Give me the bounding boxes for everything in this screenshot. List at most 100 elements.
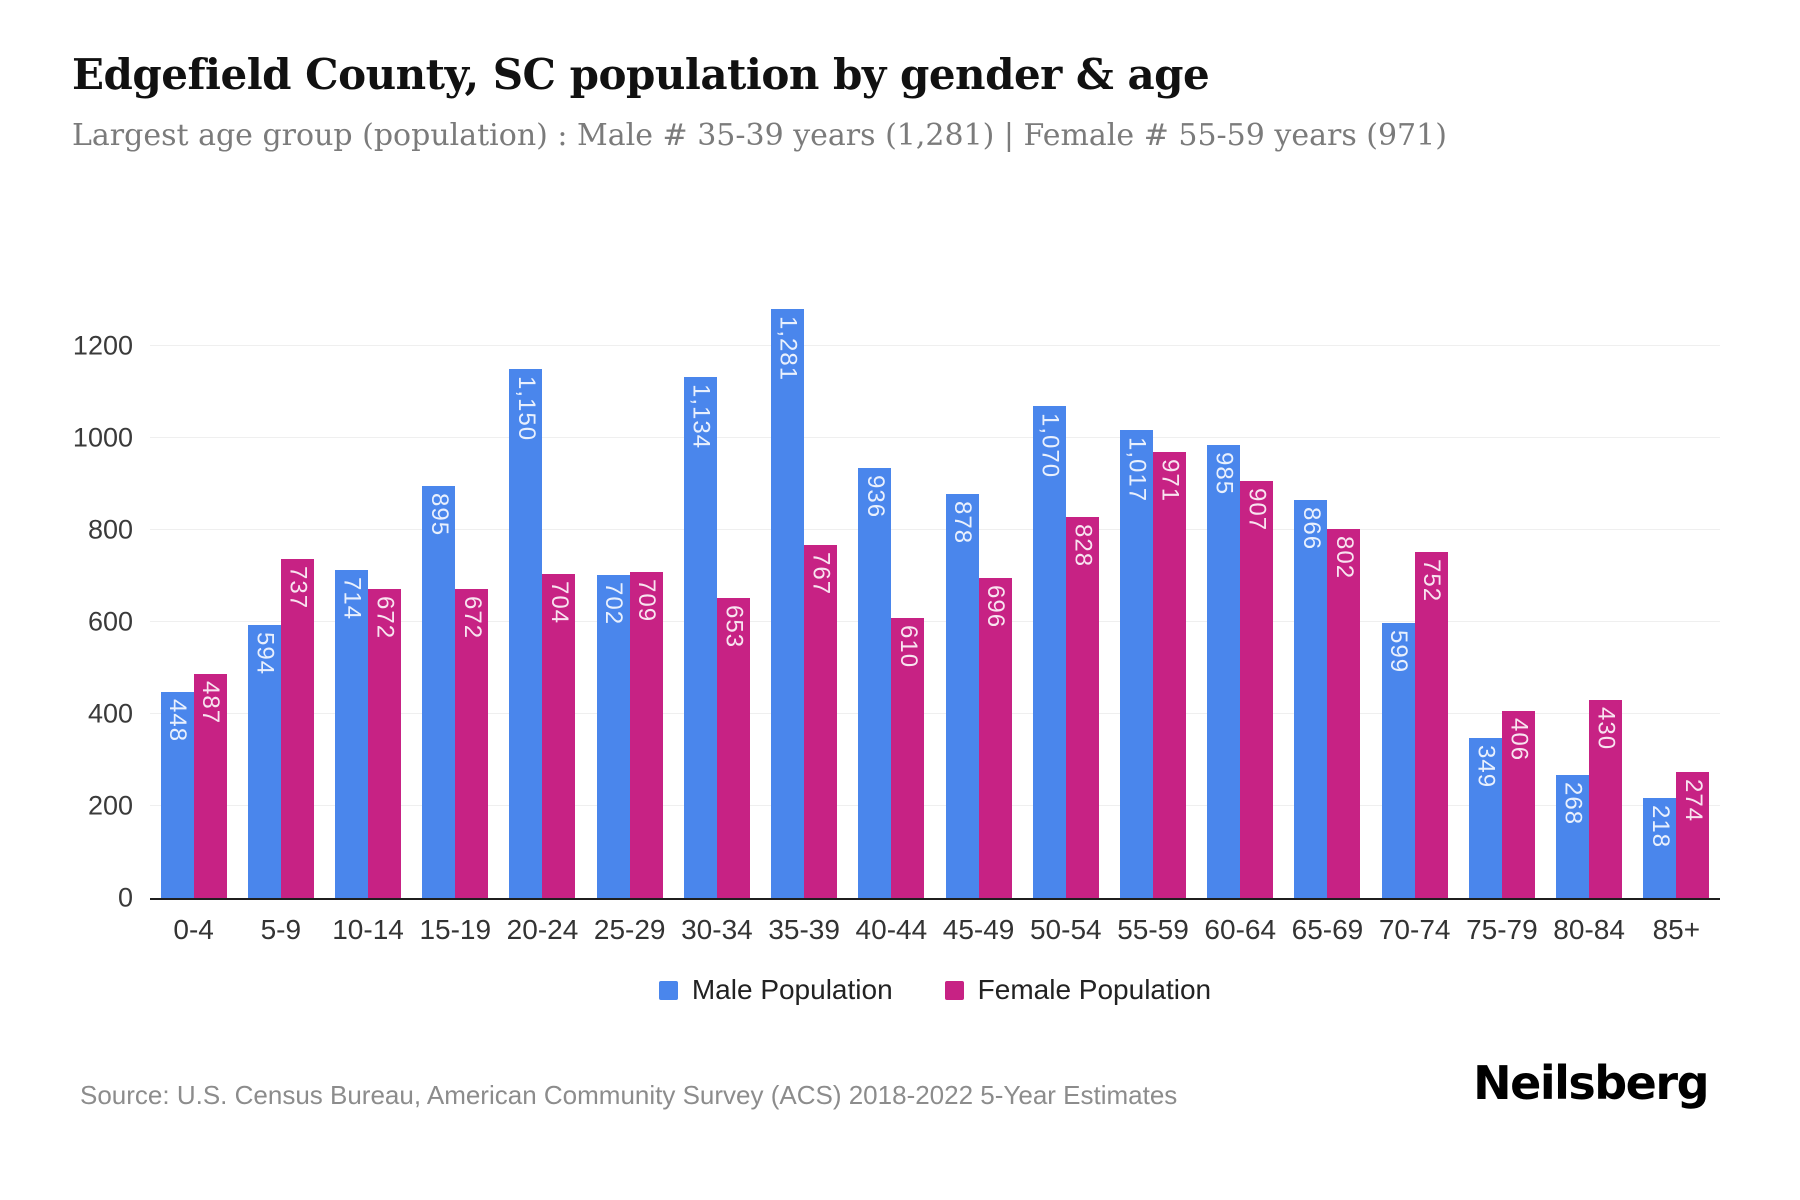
bar-group: 1,017 971 55-59: [1117, 309, 1189, 945]
bar-female-75-79[interactable]: 406: [1501, 711, 1535, 898]
bar-value-label: 985: [1210, 452, 1238, 496]
bar-value-label: 487: [197, 681, 225, 725]
x-axis-label: 45-49: [942, 914, 1015, 945]
bar-male-65-69[interactable]: 866: [1294, 500, 1328, 898]
bar-value-label: 406: [1505, 718, 1533, 762]
bar-value-label: 767: [807, 552, 835, 596]
brand-logo: Neilsberg: [1473, 1056, 1709, 1110]
x-axis-label: 5-9: [260, 914, 302, 945]
bar-group: 218 274 85+: [1643, 309, 1710, 945]
bar-groups: 448 487 0-4 594 737 5-9 714 672 10-14 895 672 15-19…: [150, 309, 1720, 945]
bar-male-40-44[interactable]: 936: [858, 468, 892, 898]
source-text: Source: U.S. Census Bureau, American Com…: [80, 1080, 1178, 1110]
bar-group: 1,134 653 30-34: [681, 309, 753, 945]
bar-female-15-19[interactable]: 672: [455, 589, 489, 898]
bar-female-80-84[interactable]: 430: [1589, 700, 1623, 898]
bar-male-10-14[interactable]: 714: [335, 570, 369, 898]
bar-male-60-64[interactable]: 985: [1207, 445, 1241, 898]
gridline: [150, 345, 1720, 347]
bar-value-label: 430: [1592, 707, 1620, 751]
bar-value-label: 594: [251, 632, 279, 676]
bar-group: 1,150 704 20-24: [507, 309, 578, 945]
bar-value-label: 672: [458, 596, 486, 640]
bar-group: 599 752 70-74: [1379, 309, 1450, 945]
bar-female-5-9[interactable]: 737: [280, 559, 314, 898]
bar-female-70-74[interactable]: 752: [1414, 552, 1448, 898]
legend-item-female[interactable]: Female Population: [944, 974, 1212, 1006]
x-axis-label: 20-24: [506, 914, 579, 945]
bar-male-20-24[interactable]: 1,150: [509, 369, 543, 898]
bar-male-85+[interactable]: 218: [1643, 798, 1677, 898]
x-axis-label: 65-69: [1291, 914, 1364, 945]
bar-male-5-9[interactable]: 594: [247, 625, 281, 898]
bar-value-label: 704: [545, 581, 573, 625]
bar-value-label: 714: [338, 577, 366, 621]
y-axis: 0 200 400 600 800 1000 1200: [0, 309, 133, 913]
bar-value-label: 1,134: [687, 384, 715, 450]
bar-female-30-34[interactable]: 653: [716, 598, 750, 898]
legend-label-female: Female Population: [977, 974, 1212, 1005]
bar-value-label: 828: [1069, 524, 1097, 568]
bar-group: 349 406 75-79: [1466, 309, 1538, 945]
bar-value-label: 599: [1385, 630, 1413, 674]
bar-group: 985 907 60-64: [1204, 309, 1276, 945]
gridline: [150, 621, 1720, 623]
bar-group: 448 487 0-4: [160, 309, 227, 945]
bar-female-60-64[interactable]: 907: [1240, 481, 1274, 898]
bar-group: 936 610 40-44: [856, 309, 927, 945]
bar-male-45-49[interactable]: 878: [945, 494, 979, 898]
bar-female-25-29[interactable]: 709: [629, 572, 663, 898]
gridline: [150, 805, 1720, 807]
bar-value-label: 218: [1646, 805, 1674, 849]
bar-male-0-4[interactable]: 448: [160, 692, 194, 898]
bar-male-70-74[interactable]: 599: [1381, 623, 1415, 898]
bar-value-label: 709: [633, 579, 661, 623]
y-tick-label: 0: [117, 882, 133, 913]
bar-female-65-69[interactable]: 802: [1327, 529, 1361, 898]
y-tick-label: 400: [87, 698, 133, 729]
bar-value-label: 895: [425, 493, 453, 537]
x-axis-label: 0-4: [173, 914, 214, 945]
bar-group: 268 430 80-84: [1553, 309, 1625, 945]
bar-group: 594 737 5-9: [247, 309, 314, 945]
bar-male-50-54[interactable]: 1,070: [1032, 406, 1066, 898]
bar-female-55-59[interactable]: 971: [1153, 452, 1187, 898]
x-axis-label: 15-19: [419, 914, 492, 945]
chart-subtitle: Largest age group (population) : Male # …: [72, 118, 1447, 153]
bar-value-label: 268: [1559, 782, 1587, 826]
legend-swatch-female-icon: [944, 980, 964, 1000]
bar-female-35-39[interactable]: 767: [804, 545, 838, 898]
bar-value-label: 1,281: [774, 316, 802, 382]
bar-male-15-19[interactable]: 895: [422, 486, 456, 898]
bar-female-0-4[interactable]: 487: [193, 674, 227, 898]
legend: Male Population Female Population: [150, 974, 1720, 1006]
bar-male-80-84[interactable]: 268: [1556, 775, 1590, 898]
x-axis-label: 10-14: [332, 914, 404, 945]
bar-male-25-29[interactable]: 702: [596, 575, 630, 898]
bar-value-label: 1,017: [1123, 437, 1151, 503]
bar-male-55-59[interactable]: 1,017: [1120, 430, 1154, 898]
chart-title: Edgefield County, SC population by gende…: [72, 50, 1210, 99]
x-axis-label: 75-79: [1466, 914, 1538, 945]
bar-value-label: 448: [164, 699, 192, 743]
bar-value-label: 907: [1243, 488, 1271, 532]
bar-female-40-44[interactable]: 610: [891, 618, 925, 898]
bar-male-35-39[interactable]: 1,281: [771, 309, 805, 898]
bar-female-20-24[interactable]: 704: [542, 574, 576, 898]
bar-female-50-54[interactable]: 828: [1065, 517, 1099, 898]
bar-male-75-79[interactable]: 349: [1468, 738, 1502, 898]
bar-female-10-14[interactable]: 672: [368, 589, 402, 898]
bar-female-85+[interactable]: 274: [1676, 772, 1710, 898]
gridline: [150, 529, 1720, 531]
bar-value-label: 672: [371, 596, 399, 640]
x-axis-label: 40-44: [855, 914, 928, 945]
bar-female-45-49[interactable]: 696: [978, 578, 1012, 898]
y-tick-label: 800: [87, 514, 133, 545]
legend-item-male[interactable]: Male Population: [658, 974, 893, 1006]
bar-male-30-34[interactable]: 1,134: [683, 377, 717, 898]
bar-group: 1,070 828 50-54: [1030, 309, 1102, 945]
bar-value-label: 802: [1330, 536, 1358, 580]
gridline: [150, 713, 1720, 715]
bar-group: 714 672 10-14: [332, 309, 404, 945]
